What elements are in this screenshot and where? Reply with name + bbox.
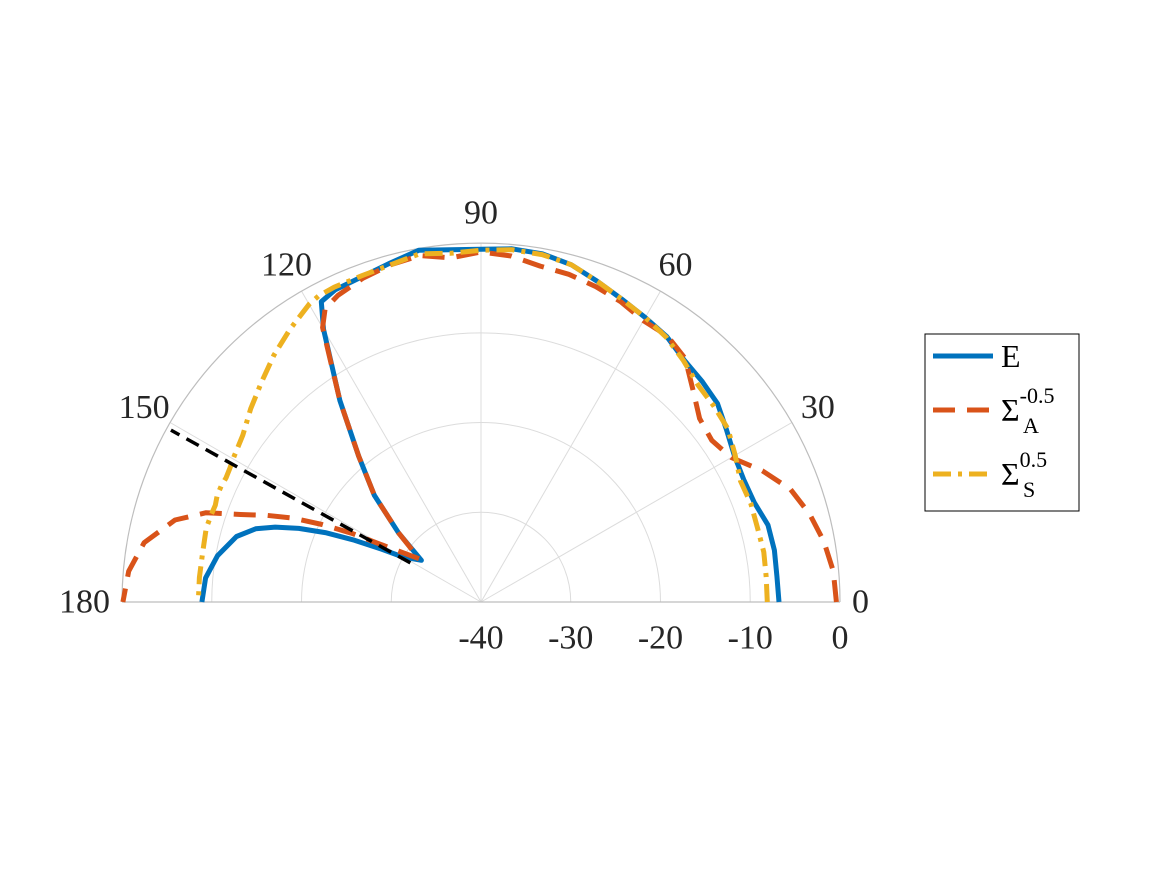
legend-entry-E: E xyxy=(1001,338,1021,374)
angle-tick-label: 60 xyxy=(659,247,693,284)
polar-grid xyxy=(121,242,841,603)
angle-tick-label: 30 xyxy=(801,389,835,426)
radius-tick-label: -40 xyxy=(458,620,503,657)
guide-line xyxy=(170,428,412,565)
angle-tick-label: 150 xyxy=(119,389,170,426)
series-line-E xyxy=(199,246,782,603)
polar-frame xyxy=(121,242,841,603)
radius-tick-label: -20 xyxy=(638,620,683,657)
grid-spoke-30 xyxy=(480,422,793,603)
tick-labels: 0 30 60 90 120 150 180 -40 -30 -20 -10 0 xyxy=(59,195,869,657)
series-line-SA xyxy=(120,249,839,603)
grid-spoke-120 xyxy=(301,290,482,603)
angle-tick-label: 120 xyxy=(261,247,312,284)
radius-tick-label: -30 xyxy=(548,620,593,657)
legend-entry-SS: Σ0.5 S xyxy=(1001,447,1047,502)
series-lines xyxy=(120,246,839,603)
angle-tick-label: 0 xyxy=(852,584,869,621)
series-line-SS xyxy=(195,247,770,603)
angle-tick-label: 180 xyxy=(59,584,110,621)
angle-tick-label: 90 xyxy=(464,195,498,232)
legend-box xyxy=(924,333,1080,512)
legend: E Σ-0.5 A Σ0.5 S xyxy=(924,333,1080,512)
radius-tick-label: 0 xyxy=(832,620,849,657)
radius-tick-label: -10 xyxy=(728,620,773,657)
grid-spoke-60 xyxy=(480,290,661,603)
legend-entry-SA: Σ-0.5 A xyxy=(1001,383,1054,438)
grid-spoke-150 xyxy=(169,422,482,603)
